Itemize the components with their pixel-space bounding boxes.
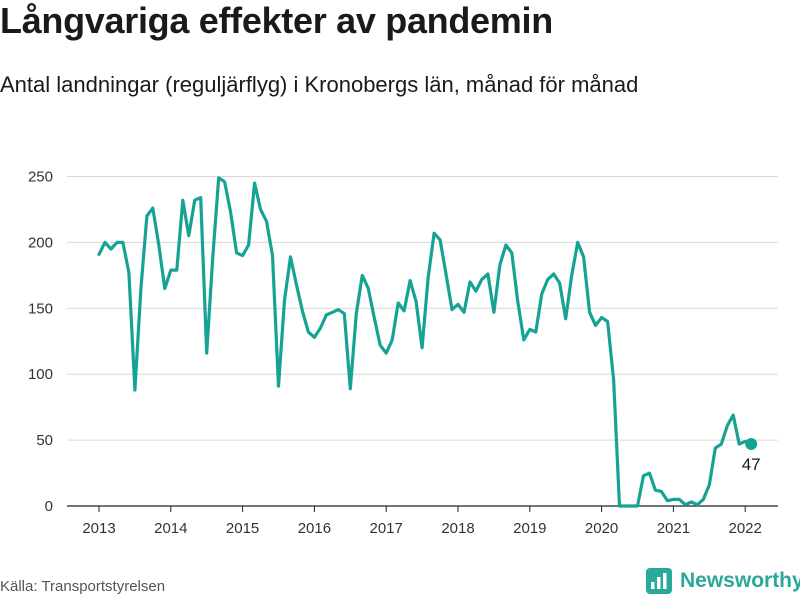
- y-tick-labels: 0 50 100 150 200 250: [28, 169, 53, 516]
- y-tick-label: 0: [45, 498, 53, 515]
- line-chart: 0 50 100 150 200 250 2013 2014 2015 2016 2017 2018…: [28, 169, 778, 537]
- data-series: [97, 176, 753, 508]
- x-tick-label: 2019: [513, 520, 546, 537]
- x-tick-label: 2016: [298, 520, 331, 537]
- gridlines: [67, 176, 778, 441]
- x-tick-label: 2014: [154, 520, 187, 537]
- brand-logo: Newsworthy: [646, 568, 800, 594]
- y-tick-label: 200: [28, 234, 53, 251]
- y-tick-label: 50: [36, 432, 53, 449]
- y-tick-label: 150: [28, 300, 53, 317]
- x-axis: 2013 2014 2015 2016 2017 2018 2019 2020 2021 2022: [67, 505, 778, 537]
- x-tick-label: 2018: [441, 520, 474, 537]
- source-note: Källa: Transportstyrelsen: [0, 578, 166, 595]
- y-tick-label: 250: [28, 169, 53, 186]
- y-tick-label: 100: [28, 366, 53, 383]
- chart-title: Långvariga effekter av pandemin: [0, 0, 553, 41]
- bar-chart-logo-icon: [646, 568, 672, 594]
- x-tick-label: 2013: [82, 520, 115, 537]
- chart-subtitle: Antal landningar (reguljärflyg) i Kronob…: [0, 72, 639, 97]
- end-point-label: 47: [742, 455, 761, 474]
- x-tick-label: 2020: [585, 520, 618, 537]
- series-line: [97, 176, 753, 508]
- brand-name: Newsworthy: [680, 569, 800, 592]
- end-marker-group: 47: [742, 438, 761, 474]
- end-point-marker: [745, 438, 758, 451]
- x-tick-label: 2022: [729, 520, 762, 537]
- x-tick-label: 2021: [657, 520, 690, 537]
- x-tick-label: 2015: [226, 520, 259, 537]
- x-tick-label: 2017: [370, 520, 403, 537]
